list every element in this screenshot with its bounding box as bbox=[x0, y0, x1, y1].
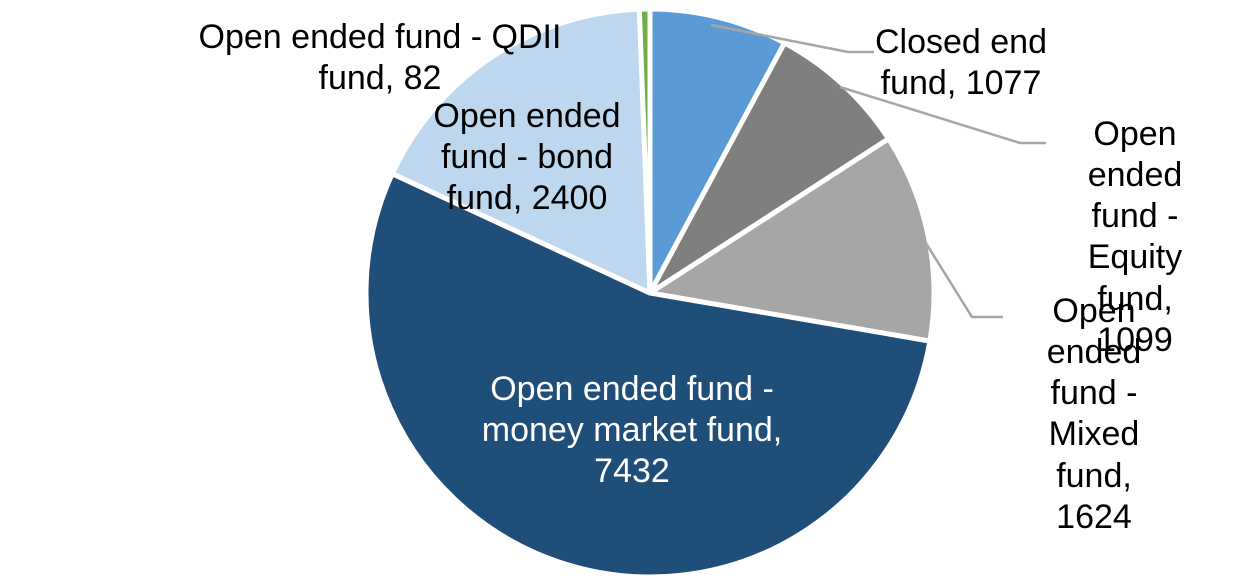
data-label-closed-end-fund: Closed end fund, 1077 bbox=[874, 23, 1048, 103]
data-label-open-ended-equity-fund: Open ended fund - Equity fund, 1099 bbox=[1087, 115, 1183, 359]
leader-line-open-ended-mixed-fund bbox=[922, 239, 1003, 319]
pie-slice-open-ended-equity-fund[interactable] bbox=[647, 40, 892, 296]
pie-slice-open-ended-bond-fund[interactable] bbox=[389, 6, 653, 296]
data-label-open-ended-qdii-fund: Open ended fund - QDII fund, 82 bbox=[198, 18, 562, 98]
leader-line-closed-end-fund bbox=[710, 23, 874, 54]
data-label-open-ended-money-market-fund: Open ended fund - money market fund, 743… bbox=[481, 370, 783, 491]
data-label-open-ended-bond-fund: Open ended fund - bond fund, 2400 bbox=[433, 97, 621, 218]
pie-slice-open-ended-money-market-fund[interactable] bbox=[363, 171, 933, 580]
pie-slice-closed-end-fund[interactable] bbox=[647, 6, 788, 296]
data-label-open-ended-mixed-fund: Open ended fund - Mixed fund, 1624 bbox=[1046, 292, 1142, 536]
pie-slice-open-ended-qdii-fund[interactable] bbox=[636, 6, 653, 296]
leader-line-open-ended-equity-fund bbox=[839, 85, 1046, 145]
pie-slice-open-ended-mixed-fund[interactable] bbox=[647, 136, 937, 344]
